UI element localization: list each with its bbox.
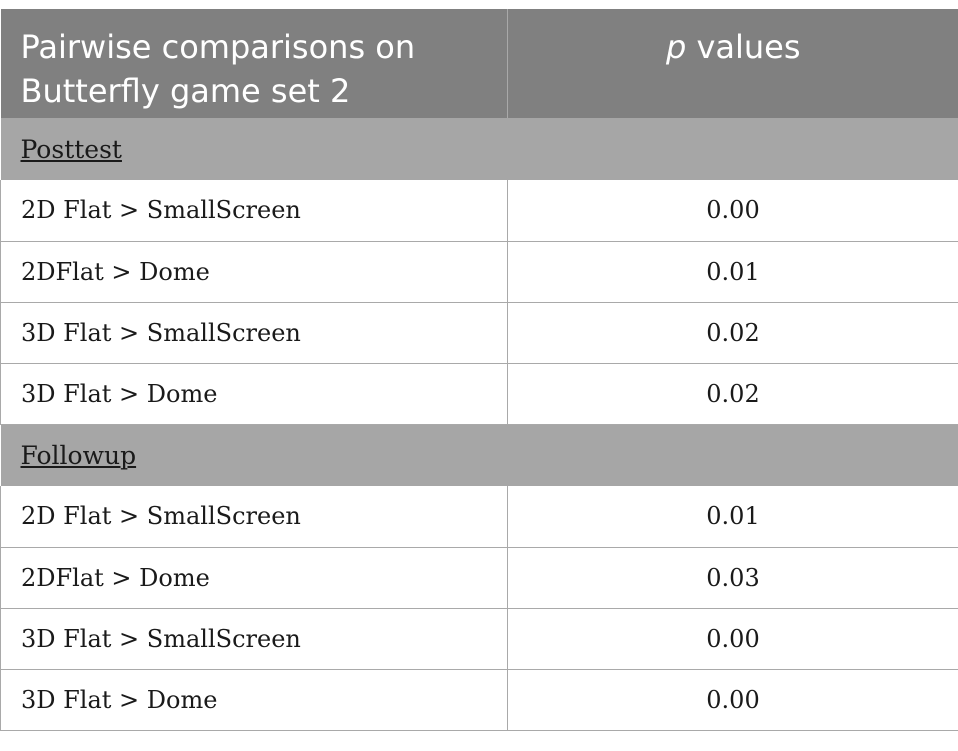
table-row: 3D Flat > Dome 0.00	[0, 669, 958, 731]
comparison-cell: 2D Flat > SmallScreen	[0, 180, 508, 242]
section-row-posttest: Posttest	[0, 118, 958, 180]
table-row: 3D Flat > SmallScreen 0.00	[0, 608, 958, 670]
table-row: 2DFlat > Dome 0.01	[0, 241, 958, 303]
comparison-column-header: Pairwise comparisons on Butterfly game s…	[0, 9, 508, 118]
section-row-followup: Followup	[0, 424, 958, 486]
section-title: Followup	[20, 440, 137, 470]
table-row: 2D Flat > SmallScreen 0.00	[0, 180, 958, 242]
comparison-cell: 3D Flat > Dome	[0, 363, 508, 425]
pairwise-comparisons-table: Pairwise comparisons on Butterfly game s…	[0, 9, 958, 731]
section-cell: Followup	[0, 424, 958, 486]
section-cell: Posttest	[0, 118, 958, 180]
p-value-cell: 0.01	[507, 486, 958, 548]
p-value-cell: 0.02	[507, 302, 958, 364]
comparison-cell: 2D Flat > SmallScreen	[0, 486, 508, 548]
p-symbol: p	[665, 28, 687, 66]
comparison-cell: 2DFlat > Dome	[0, 547, 508, 609]
p-values-column-header: p values	[507, 9, 958, 118]
comparison-cell: 3D Flat > SmallScreen	[0, 302, 508, 364]
comparison-cell: 3D Flat > Dome	[0, 669, 508, 731]
p-value-cell: 0.01	[507, 241, 958, 303]
comparison-cell: 3D Flat > SmallScreen	[0, 608, 508, 670]
table-row: 3D Flat > Dome 0.02	[0, 363, 958, 425]
p-value-cell: 0.03	[507, 547, 958, 609]
header-row: Pairwise comparisons on Butterfly game s…	[0, 9, 958, 118]
table-row: 3D Flat > SmallScreen 0.02	[0, 302, 958, 364]
table-row: 2DFlat > Dome 0.03	[0, 547, 958, 609]
p-value-cell: 0.00	[507, 180, 958, 242]
p-value-cell: 0.00	[507, 608, 958, 670]
section-title: Posttest	[20, 134, 122, 164]
values-label: values	[686, 28, 801, 66]
p-value-cell: 0.00	[507, 669, 958, 731]
comparison-cell: 2DFlat > Dome	[0, 241, 508, 303]
table-row: 2D Flat > SmallScreen 0.01	[0, 486, 958, 548]
p-value-cell: 0.02	[507, 363, 958, 425]
